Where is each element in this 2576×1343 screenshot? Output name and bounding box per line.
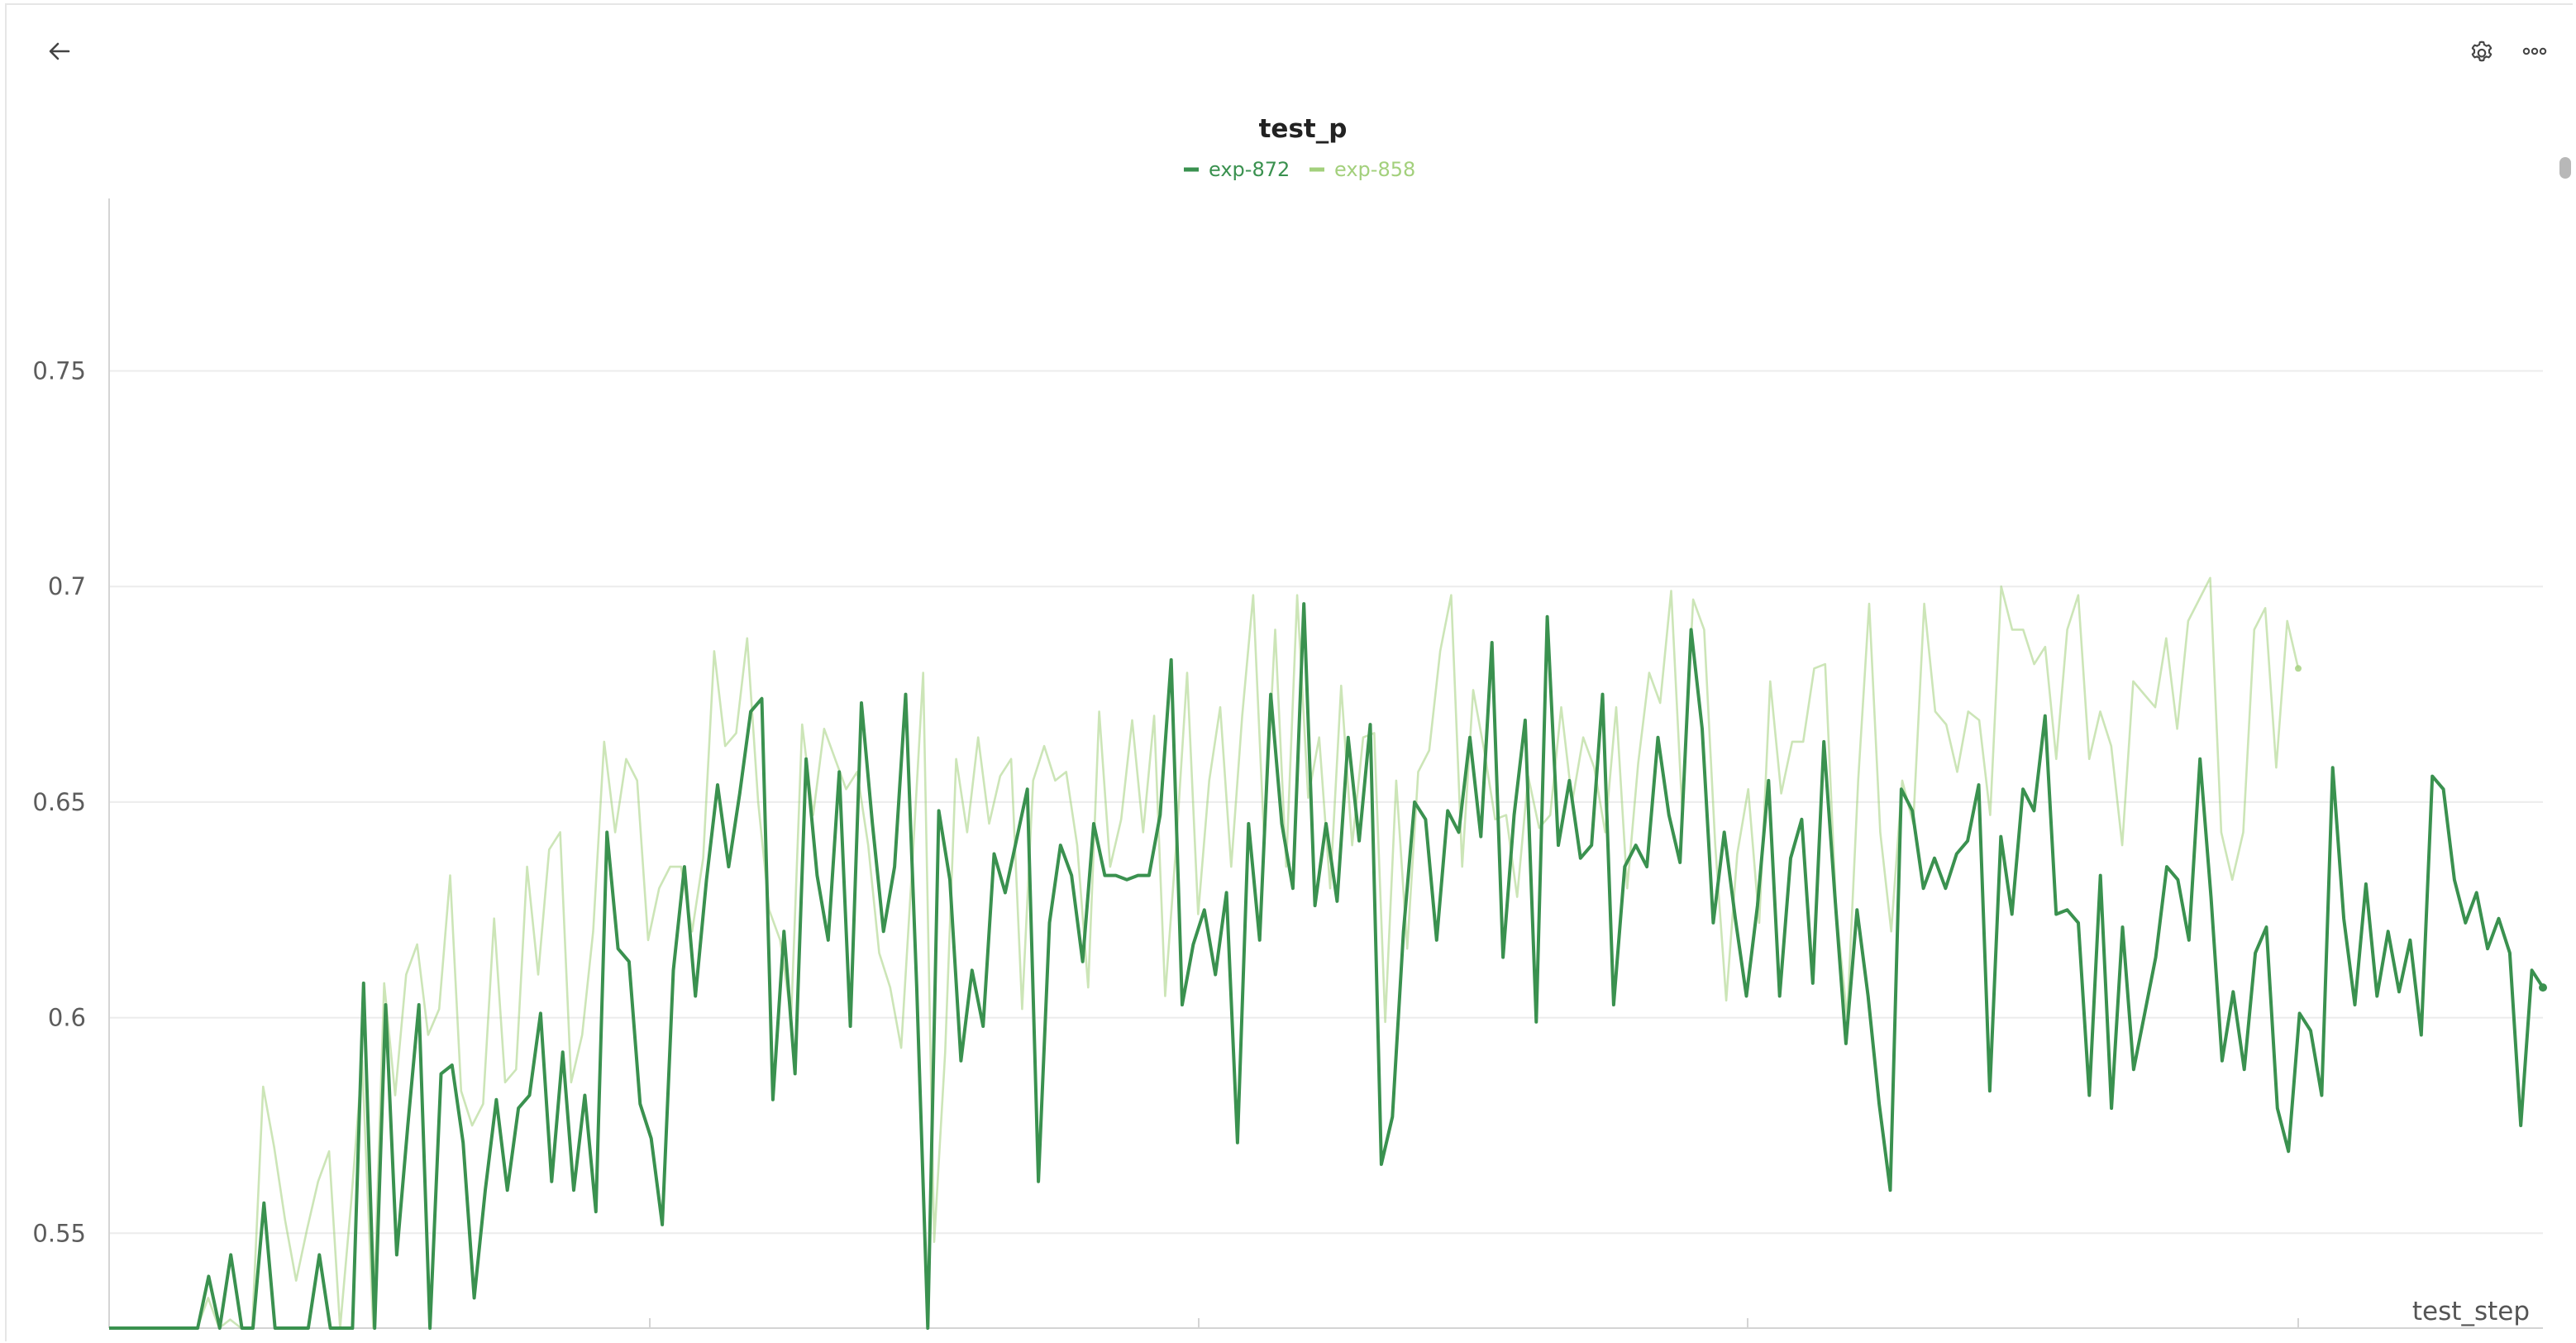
series-lines xyxy=(109,576,2547,1330)
gear-icon xyxy=(2471,41,2493,62)
y-tick-label: 0.7 xyxy=(48,572,86,600)
chart-title: test_p xyxy=(1259,114,1348,144)
series-end-point xyxy=(2295,665,2302,672)
y-tick-label: 0.75 xyxy=(32,357,86,385)
y-tick-label: 0.55 xyxy=(32,1219,86,1247)
chart-panel xyxy=(5,3,2573,1341)
series-line-exp-872 xyxy=(109,602,2545,1330)
y-tick-label: 0.6 xyxy=(48,1004,86,1032)
legend-label[interactable]: exp-872 xyxy=(1209,158,1290,181)
more-horizontal-icon xyxy=(2522,47,2547,55)
legend: exp-872 exp-858 xyxy=(1184,158,1415,181)
y-tick-labels: 0.55 0.6 0.65 0.7 0.75 xyxy=(32,357,86,1248)
axes xyxy=(108,198,2543,1329)
settings-button[interactable] xyxy=(2459,28,2505,74)
arrow-left-icon xyxy=(49,42,70,60)
more-options-button[interactable] xyxy=(2512,28,2558,74)
y-tick-label: 0.65 xyxy=(32,788,86,816)
back-button[interactable] xyxy=(36,28,83,74)
grid-lines xyxy=(109,370,2543,1235)
x-axis-label: test_step xyxy=(2412,1297,2530,1326)
series-line-exp-858 xyxy=(109,576,2300,1330)
series-end-point xyxy=(2539,983,2547,992)
scrollbar-thumb[interactable] xyxy=(2559,157,2571,179)
legend-label[interactable]: exp-858 xyxy=(1334,158,1415,181)
